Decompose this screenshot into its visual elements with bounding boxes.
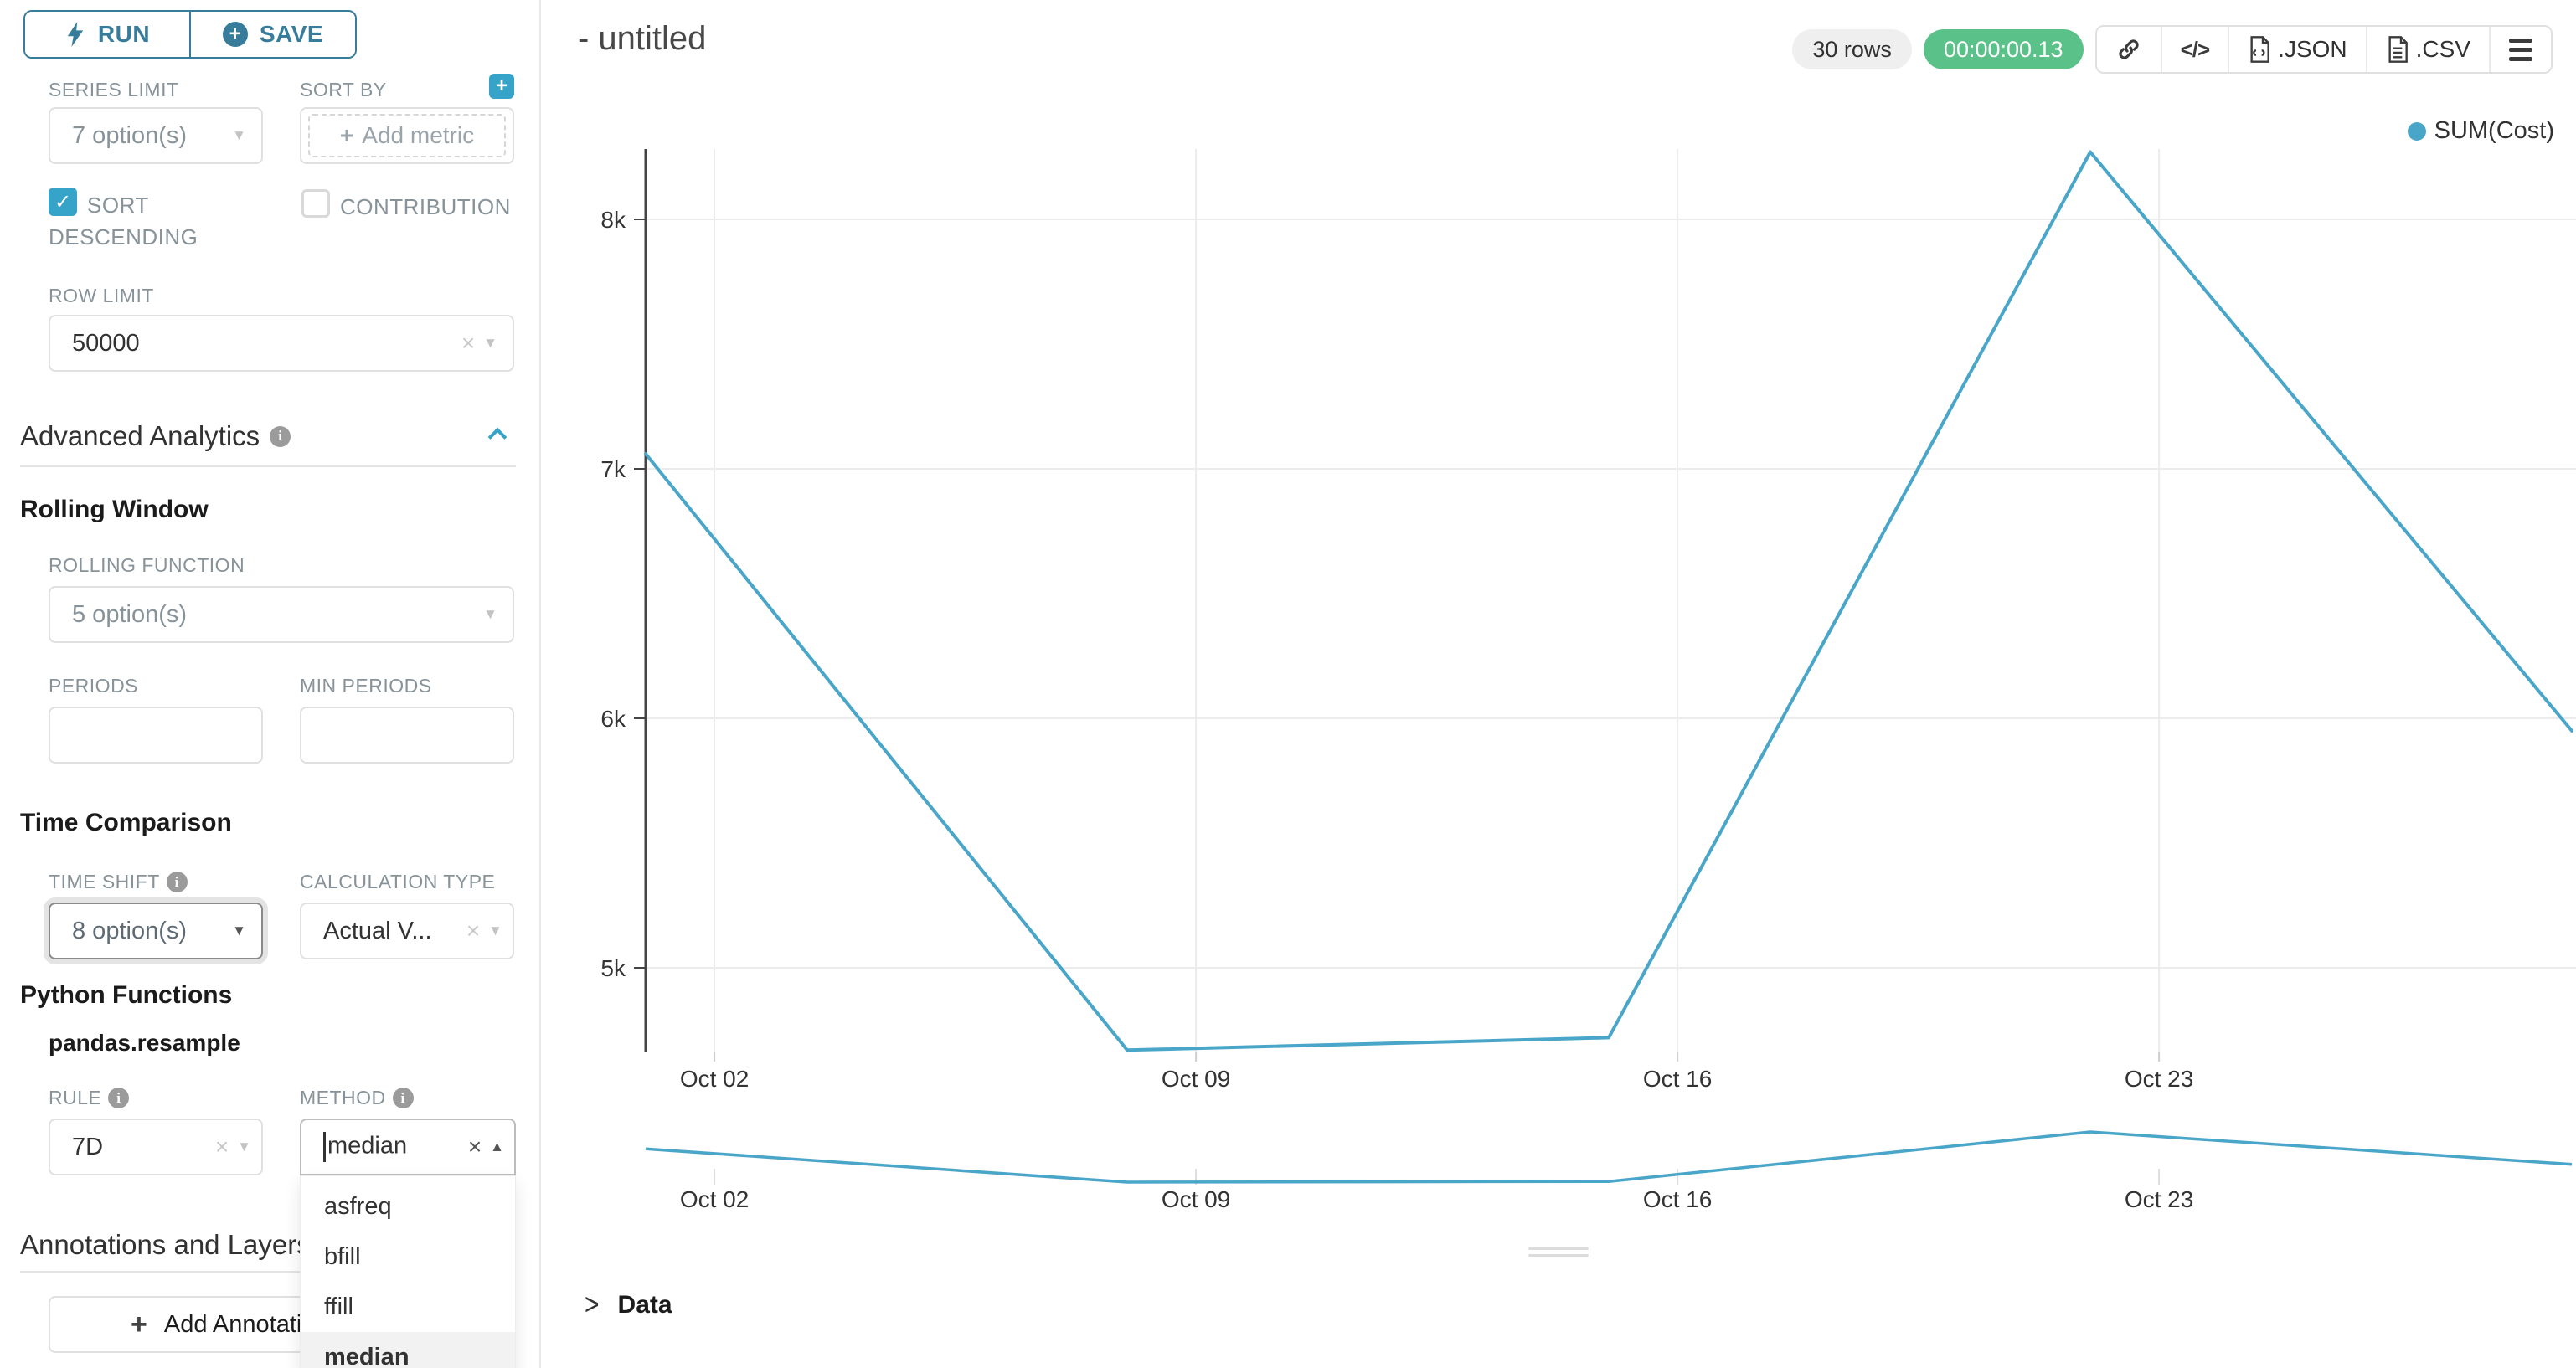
sort-descending-checkbox[interactable]: ✓: [49, 188, 77, 216]
contribution-checkbox[interactable]: [301, 189, 330, 218]
chart-area: - untitled 30 rows 00:00:00.13 </>: [543, 0, 2576, 1368]
plus-circle-icon: +: [222, 22, 248, 47]
run-save-button-group: RUN + SAVE: [23, 10, 357, 59]
caret-down-icon: ▼: [483, 335, 497, 351]
rolling-window-heading: Rolling Window: [20, 496, 209, 523]
query-timer-badge: 00:00:00.13: [1923, 29, 2084, 69]
info-icon[interactable]: i: [392, 1088, 414, 1108]
row-limit-label: ROW LIMIT: [49, 285, 154, 306]
chevron-right-icon: >: [585, 1288, 600, 1322]
row-limit-select[interactable]: 50000 × ▼: [49, 315, 514, 372]
method-option-median[interactable]: median: [301, 1332, 515, 1368]
panel-resize-handle[interactable]: [1528, 1247, 1589, 1259]
caret-down-icon: ▼: [237, 1139, 251, 1155]
rule-label: RULE i: [49, 1087, 130, 1109]
method-dropdown-menu: asfreq bfill ffill median: [300, 1175, 516, 1368]
rolling-function-label: ROLLING FUNCTION: [49, 554, 245, 576]
periods-input[interactable]: [49, 707, 263, 764]
clear-icon[interactable]: ×: [461, 330, 476, 356]
method-option-bfill[interactable]: bfill: [324, 1242, 361, 1270]
link-icon: [2118, 39, 2139, 59]
lightning-icon: [67, 22, 84, 47]
check-icon: ✓: [54, 190, 72, 213]
rolling-function-select[interactable]: 5 option(s) ▼: [49, 586, 514, 643]
save-button[interactable]: + SAVE: [189, 12, 355, 57]
method-option-ffill[interactable]: ffill: [324, 1293, 353, 1320]
min-periods-label: MIN PERIODS: [300, 675, 432, 697]
method-option-asfreq[interactable]: asfreq: [324, 1192, 392, 1220]
caret-down-icon: ▼: [232, 923, 246, 939]
csv-file-icon: [2388, 36, 2408, 63]
text-cursor: [323, 1132, 326, 1162]
run-button-label: RUN: [97, 21, 151, 47]
advanced-analytics-heading: Advanced Analytics i: [20, 420, 291, 452]
calculation-type-select[interactable]: Actual V... × ▼: [300, 903, 514, 959]
run-button[interactable]: RUN: [25, 12, 189, 57]
export-csv-button[interactable]: .CSV: [2365, 27, 2489, 72]
legend-dot-icon: [2407, 121, 2426, 141]
contribution-label: CONTRIBUTION: [340, 194, 511, 219]
hamburger-menu-icon: [2509, 38, 2532, 61]
clear-icon[interactable]: ×: [466, 918, 481, 944]
sort-by-label: SORT BY: [300, 79, 387, 100]
plus-icon: +: [339, 122, 354, 148]
plus-icon: +: [131, 1308, 147, 1340]
sort-descending-label-2: DESCENDING: [49, 224, 198, 249]
header-toolbar: 30 rows 00:00:00.13 </> .JSON: [1792, 25, 2553, 74]
info-icon[interactable]: i: [166, 872, 188, 892]
chart-legend[interactable]: SUM(Cost): [2407, 117, 2554, 145]
time-shift-select[interactable]: 8 option(s) ▼: [49, 903, 263, 959]
page-title[interactable]: - untitled: [578, 20, 707, 57]
add-metric-plus-button[interactable]: +: [489, 74, 514, 99]
caret-down-icon: ▼: [488, 923, 502, 939]
method-combobox[interactable]: median × ▲: [300, 1119, 516, 1175]
pandas-resample-label: pandas.resample: [49, 1030, 240, 1056]
caret-down-icon: ▼: [483, 606, 497, 622]
info-icon[interactable]: i: [270, 425, 291, 447]
row-count-badge: 30 rows: [1792, 29, 1912, 69]
annotations-layers-heading: Annotations and Layers: [20, 1229, 311, 1260]
add-metric-dropzone[interactable]: + Add metric: [308, 114, 506, 157]
time-shift-label: TIME SHIFT i: [49, 871, 188, 893]
chart-menu-button[interactable]: [2489, 27, 2551, 72]
series-limit-select[interactable]: 7 option(s) ▼: [49, 107, 263, 164]
clear-icon[interactable]: ×: [467, 1134, 482, 1160]
sort-by-select[interactable]: + Add metric: [300, 107, 514, 164]
calculation-type-label: CALCULATION TYPE: [300, 871, 496, 892]
code-icon: </>: [2180, 36, 2211, 62]
section-divider: [20, 465, 516, 467]
method-label: METHOD i: [300, 1087, 414, 1109]
export-button-group: </> .JSON .CSV: [2094, 25, 2553, 74]
periods-label: PERIODS: [49, 675, 139, 697]
rule-select[interactable]: 7D × ▼: [49, 1119, 263, 1175]
view-query-button[interactable]: </>: [2160, 27, 2228, 72]
info-icon[interactable]: i: [108, 1088, 130, 1108]
legend-label: SUM(Cost): [2434, 117, 2554, 144]
series-limit-label: SERIES LIMIT: [49, 79, 179, 100]
save-button-label: SAVE: [259, 21, 324, 47]
time-comparison-heading: Time Comparison: [20, 809, 232, 836]
min-periods-input[interactable]: [300, 707, 514, 764]
data-section-toggle[interactable]: > Data: [585, 1288, 672, 1322]
json-file-icon: [2250, 36, 2270, 63]
data-section-title: Data: [617, 1291, 672, 1319]
export-json-button[interactable]: .JSON: [2228, 27, 2366, 72]
section-divider: [20, 1271, 516, 1273]
caret-down-icon: ▼: [232, 127, 246, 143]
collapse-chevron-up-icon[interactable]: [487, 427, 507, 447]
caret-up-icon: ▲: [490, 1139, 504, 1155]
sort-descending-label-1: SORT: [87, 193, 149, 218]
copy-link-button[interactable]: [2096, 27, 2161, 72]
controls-panel: RUN + SAVE SERIES LIMIT SORT BY + 7 opti…: [0, 0, 541, 1368]
clear-icon[interactable]: ×: [214, 1134, 229, 1160]
python-functions-heading: Python Functions: [20, 981, 233, 1009]
